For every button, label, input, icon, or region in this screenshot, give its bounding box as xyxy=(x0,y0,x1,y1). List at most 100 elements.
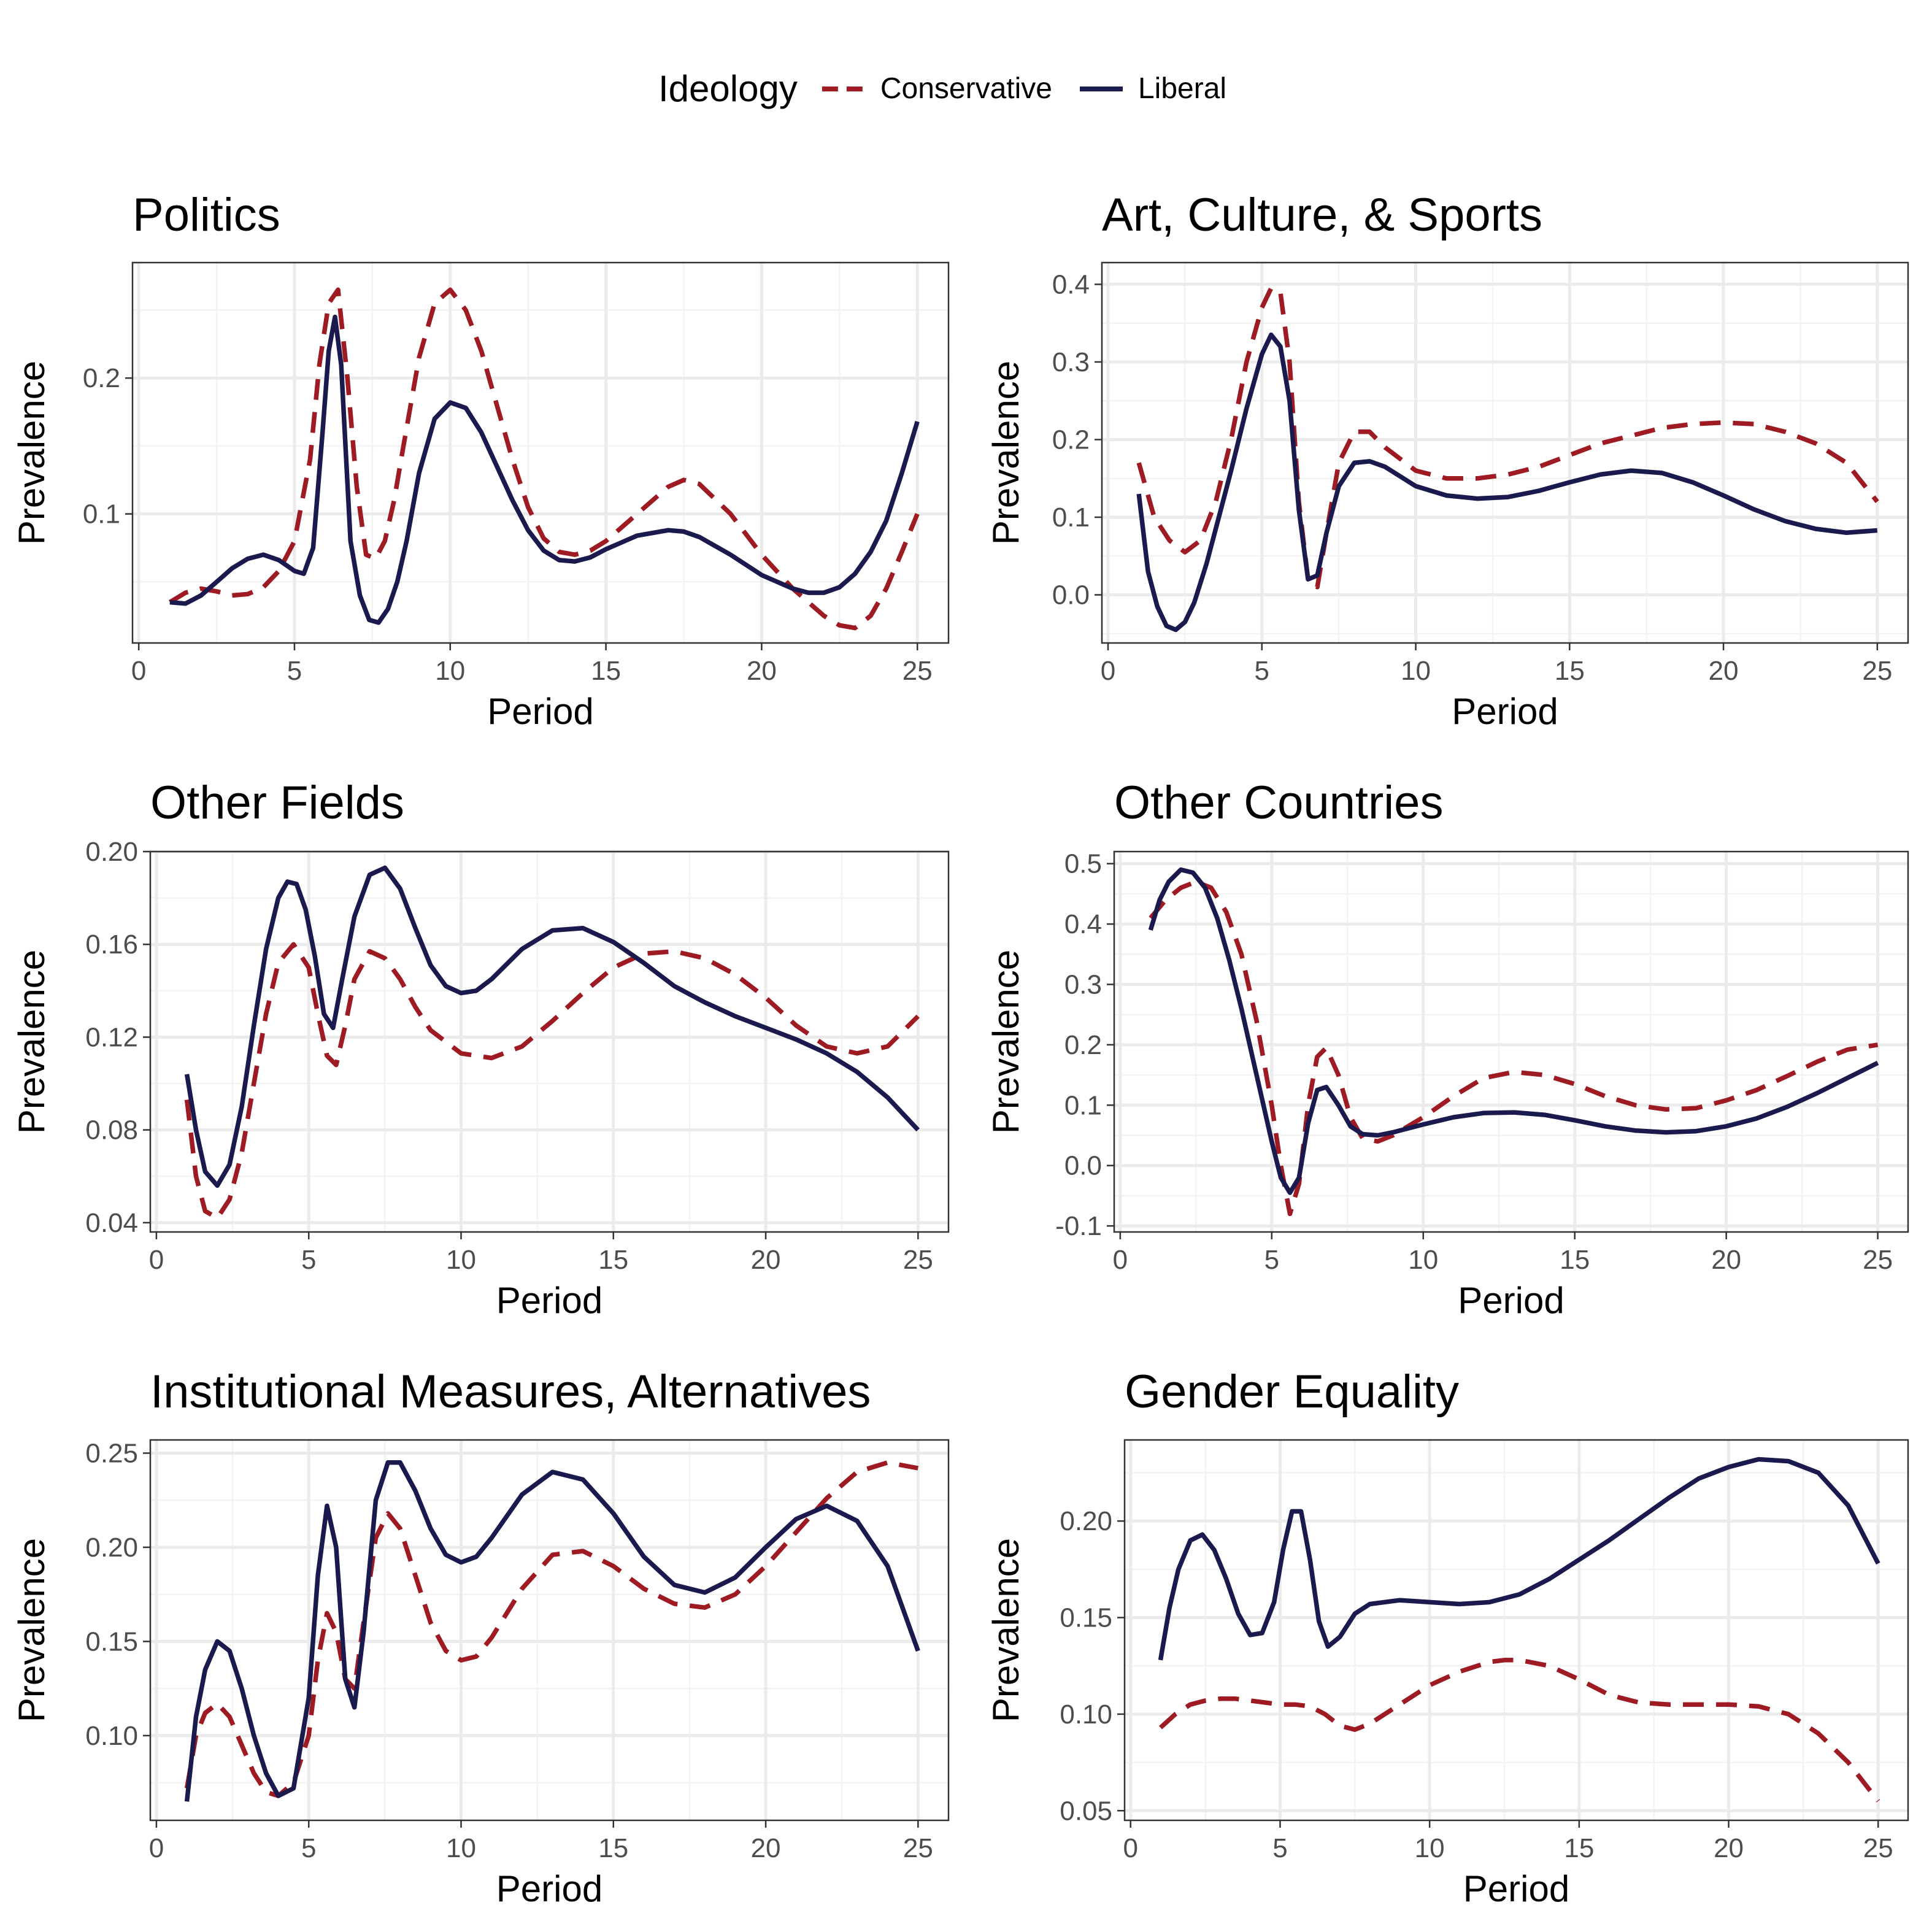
x-axis-title: Period xyxy=(496,1868,602,1909)
x-tick-label: 5 xyxy=(301,1833,316,1863)
x-tick-label: 25 xyxy=(902,656,933,686)
panel-title: Gender Equality xyxy=(1125,1366,1459,1418)
y-tick-label: 0.15 xyxy=(85,1626,138,1657)
y-axis-title: Prevalence xyxy=(11,361,52,545)
y-tick-label: 0.0 xyxy=(1052,580,1090,610)
y-tick-label: 0.20 xyxy=(85,1533,138,1563)
series-line-conservative xyxy=(168,287,920,631)
panel-background xyxy=(133,263,949,643)
panel-border xyxy=(1101,261,1909,644)
panel-other-fields: 0 5 10 15 20 25 0.04 0.08 0.12 0.16 0.20 Other Fiel… xyxy=(11,777,950,1321)
series-line-liberal xyxy=(169,314,920,625)
x-tick-label: 25 xyxy=(1863,1245,1893,1275)
x-tick-label: 5 xyxy=(1264,1245,1279,1275)
x-tick-label: 0 xyxy=(149,1245,164,1275)
x-tick-label: 25 xyxy=(903,1245,933,1275)
x-tick-label: 10 xyxy=(446,1833,476,1863)
y-tick-label: 0.1 xyxy=(1052,502,1090,533)
y-tick-label: 0.20 xyxy=(1060,1506,1112,1536)
x-tick-label: 0 xyxy=(1113,1245,1128,1275)
panel-gender-equality: 0 5 10 15 20 25 0.05 0.10 0.15 0.20 Gender Equalit… xyxy=(985,1366,1909,1909)
legend-item-liberal: Liberal xyxy=(1079,72,1226,105)
x-axis-title: Period xyxy=(1458,1280,1564,1321)
legend-title: Ideology xyxy=(658,68,798,109)
x-tick-label: 15 xyxy=(598,1245,628,1275)
legend-label-conservative: Conservative xyxy=(880,72,1052,105)
y-tick-label: 0.3 xyxy=(1064,970,1102,1000)
x-tick-label: 15 xyxy=(1564,1833,1594,1863)
y-tick-label: 0.05 xyxy=(1060,1796,1112,1826)
panel-background xyxy=(1114,852,1908,1232)
panel-border xyxy=(149,850,950,1233)
x-tick-label: 15 xyxy=(1555,656,1585,686)
y-tick-label: 0.4 xyxy=(1064,909,1102,939)
series-line-conservative xyxy=(184,942,920,1221)
y-tick-label: 0.2 xyxy=(1052,425,1090,455)
panel-title: Other Countries xyxy=(1114,777,1443,829)
y-tick-label: 0.10 xyxy=(85,1721,138,1751)
y-tick-label: 0.3 xyxy=(1052,347,1090,377)
panel-institutional-measures-alternatives: 0 5 10 15 20 25 0.10 0.15 0.20 0.25 Institutional … xyxy=(11,1366,950,1909)
y-tick-label: 0.25 xyxy=(85,1438,138,1468)
y-tick-label: -0.1 xyxy=(1055,1211,1102,1241)
panel-border xyxy=(1113,850,1909,1233)
y-tick-label: 0.15 xyxy=(1060,1603,1112,1633)
series-line-conservative xyxy=(184,1460,918,1798)
panel-politics: 0 5 10 15 20 25 0.1 0.2 Politics Period Prevalence xyxy=(11,189,950,732)
panel-border xyxy=(149,1439,950,1822)
x-axis-title: Period xyxy=(1452,691,1558,732)
panel-background xyxy=(150,852,949,1232)
x-tick-label: 15 xyxy=(1560,1245,1590,1275)
x-tick-label: 20 xyxy=(1714,1833,1744,1863)
series-line-conservative xyxy=(1158,1658,1880,1803)
y-tick-label: 0.4 xyxy=(1052,269,1090,299)
legend-item-conservative: Conservative xyxy=(822,72,1052,105)
series-line-liberal xyxy=(1136,332,1878,633)
x-tick-label: 10 xyxy=(446,1245,476,1275)
panel-background xyxy=(1125,1440,1908,1820)
legend-label-liberal: Liberal xyxy=(1138,72,1226,105)
x-tick-label: 0 xyxy=(1101,656,1115,686)
y-tick-label: 0.1 xyxy=(1064,1090,1102,1120)
x-tick-label: 20 xyxy=(751,1245,781,1275)
x-tick-label: 10 xyxy=(435,656,465,686)
x-axis-title: Period xyxy=(487,691,593,732)
panel-other-countries: 0 5 10 15 20 25 -0.1 0.0 0.1 0.2 0.3 0.4 0.5 Other Co… xyxy=(985,777,1909,1321)
x-tick-label: 0 xyxy=(149,1833,164,1863)
x-tick-label: 5 xyxy=(287,656,302,686)
panel-title: Other Fields xyxy=(150,777,404,829)
x-tick-label: 10 xyxy=(1401,656,1431,686)
panel-title: Politics xyxy=(133,189,280,241)
y-tick-label: 0.2 xyxy=(1064,1030,1102,1060)
x-tick-label: 20 xyxy=(1709,656,1739,686)
legend: Ideology Conservative Liberal xyxy=(658,68,1226,109)
y-tick-label: 0.04 xyxy=(85,1208,138,1238)
series-line-liberal xyxy=(184,865,920,1188)
x-tick-label: 25 xyxy=(903,1833,933,1863)
x-tick-label: 10 xyxy=(1408,1245,1438,1275)
y-axis-title: Prevalence xyxy=(985,1538,1026,1722)
panel-title: Institutional Measures, Alternatives xyxy=(150,1366,871,1418)
x-tick-label: 0 xyxy=(1123,1833,1138,1863)
x-tick-label: 15 xyxy=(591,656,621,686)
y-tick-label: 0.1 xyxy=(83,499,120,529)
y-tick-label: 0.08 xyxy=(85,1115,138,1145)
y-tick-label: 0.12 xyxy=(85,1022,138,1052)
x-tick-label: 0 xyxy=(131,656,146,686)
series-line-liberal xyxy=(1158,1457,1880,1661)
x-tick-label: 25 xyxy=(1863,1833,1893,1863)
y-axis-title: Prevalence xyxy=(985,361,1026,545)
x-tick-label: 5 xyxy=(301,1245,316,1275)
y-axis-title: Prevalence xyxy=(11,1538,52,1722)
x-tick-label: 5 xyxy=(1272,1833,1287,1863)
x-axis-title: Period xyxy=(1463,1868,1569,1909)
series-line-liberal xyxy=(1148,867,1879,1195)
y-tick-label: 0.5 xyxy=(1064,849,1102,879)
x-tick-label: 5 xyxy=(1255,656,1269,686)
series-line-liberal xyxy=(184,1460,920,1802)
y-axis-title: Prevalence xyxy=(985,950,1026,1134)
x-tick-label: 20 xyxy=(751,1833,781,1863)
series-line-conservative xyxy=(1149,879,1879,1217)
panel-art-culture-sports: 0 5 10 15 20 25 0.0 0.1 0.2 0.3 0.4 Art, Culture, &… xyxy=(985,189,1909,732)
